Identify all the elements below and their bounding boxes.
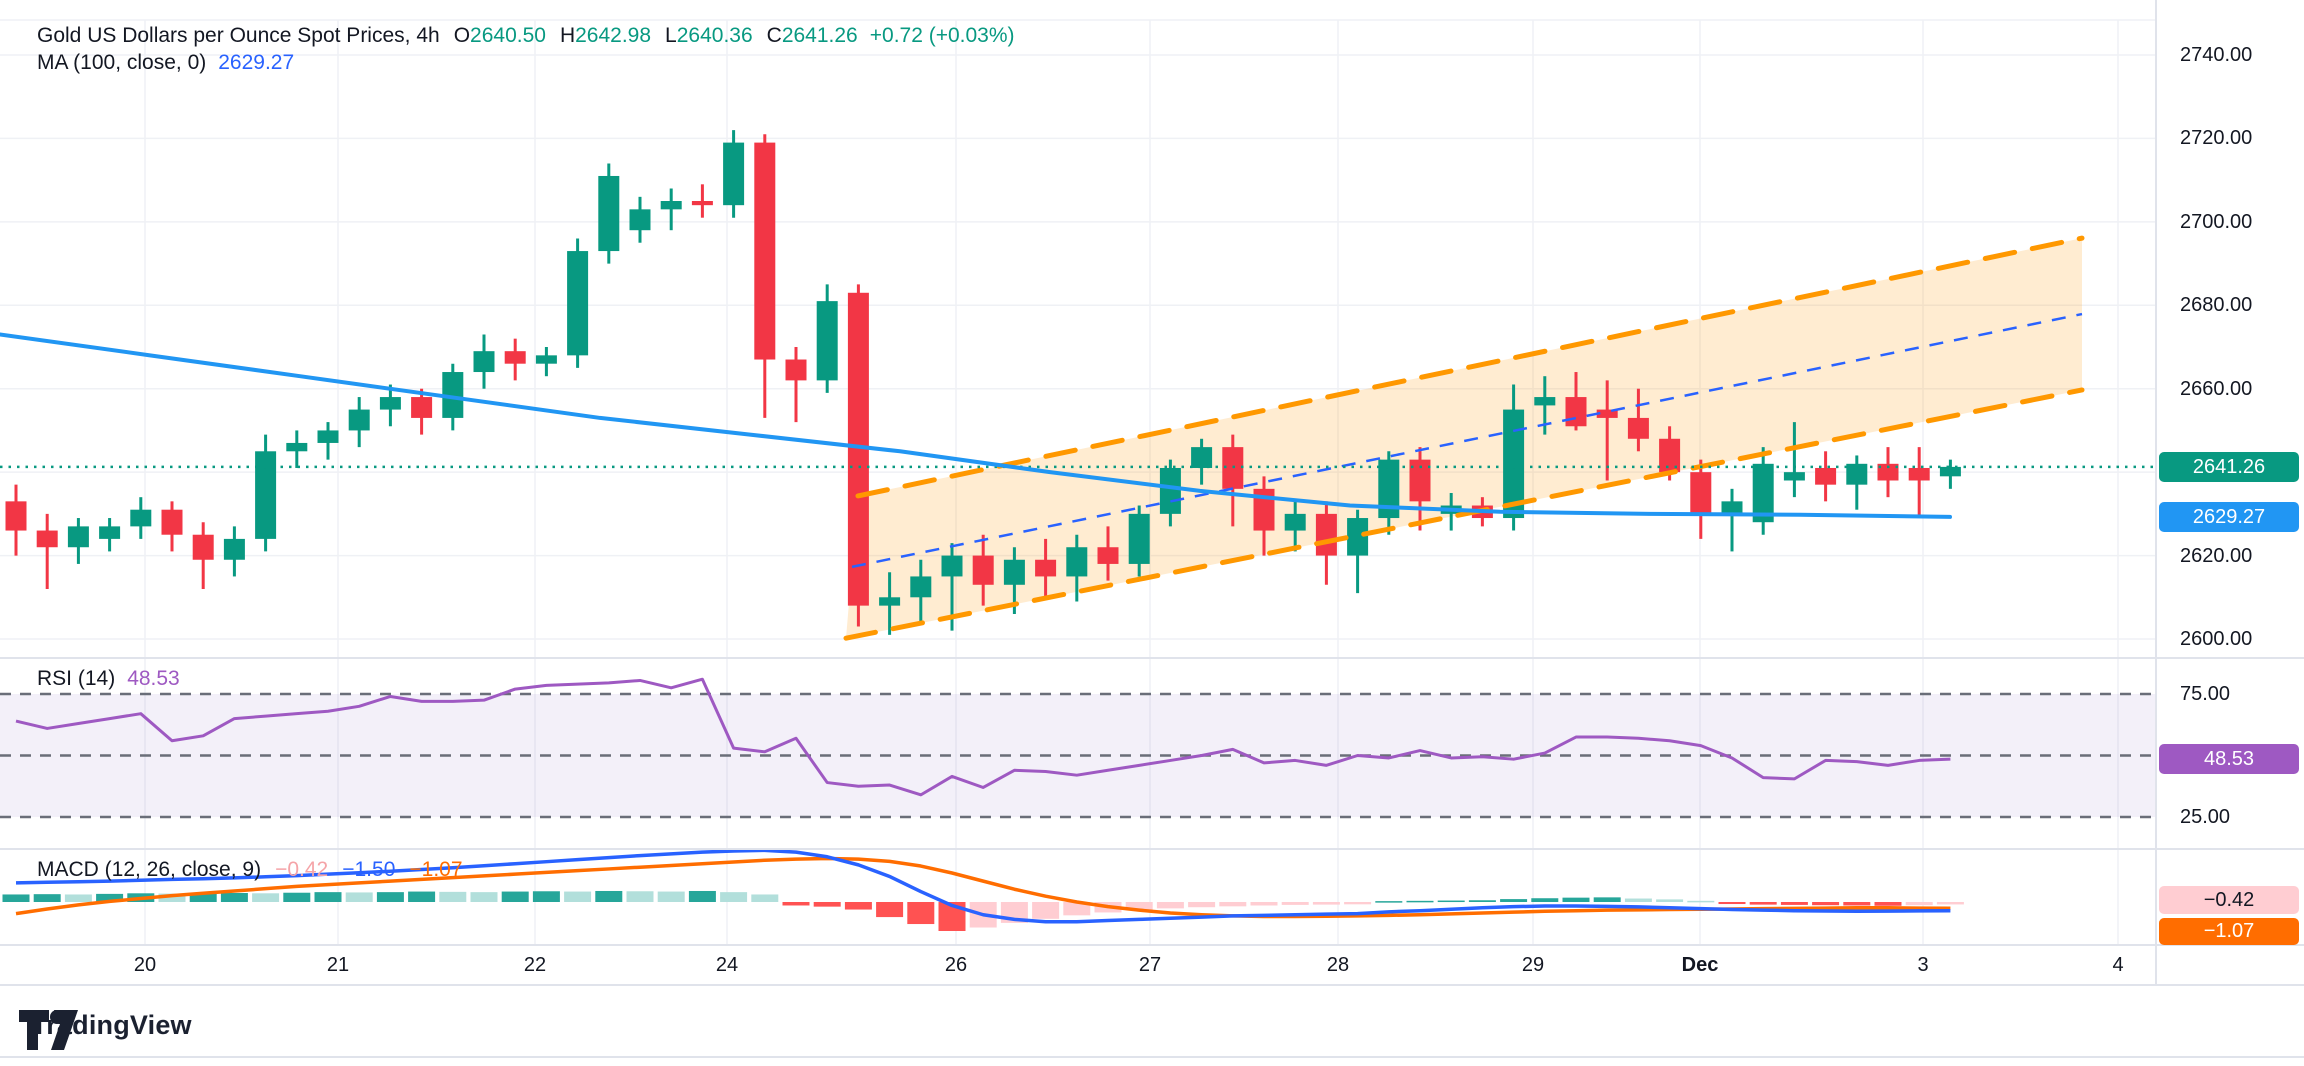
price-tick-label: 2660.00 bbox=[2180, 377, 2253, 400]
time-tick-label: 3 bbox=[1917, 954, 1929, 976]
macd-signal-line[interactable] bbox=[15, 856, 1951, 919]
ma100-line[interactable] bbox=[0, 332, 1952, 519]
rsi-line[interactable] bbox=[15, 677, 1951, 797]
time-scale[interactable]: 20 21 22 24 26 27 28 29 Dec 3 4 bbox=[0, 945, 2304, 985]
chart-bottom-border bbox=[0, 984, 2304, 986]
macd-hist-badge: −0.42 bbox=[2159, 886, 2299, 914]
price-tick-label: 2740.00 bbox=[2180, 44, 2253, 66]
ascending-channel-lines[interactable] bbox=[843, 235, 2085, 641]
rsi-value-badge: 48.53 bbox=[2159, 744, 2299, 774]
pane-separator-rsi[interactable] bbox=[0, 657, 2304, 659]
chart-canvas[interactable] bbox=[0, 0, 2304, 985]
tradingview-logo[interactable]: TradingView bbox=[19, 1010, 192, 1050]
price-scale-border bbox=[2155, 0, 2157, 985]
time-tick-label: 4 bbox=[2112, 954, 2124, 976]
macd-signal-value: −1.07 bbox=[409, 858, 463, 881]
price-tick-label: 2620.00 bbox=[2180, 544, 2253, 567]
ohlc-high: H2642.98 bbox=[559, 24, 652, 47]
macd-signal-badge: −1.07 bbox=[2159, 918, 2299, 945]
time-tick-label: 20 bbox=[133, 954, 157, 976]
price-scale[interactable]: 2641.26 2629.27 48.53 −0.42 −1.07 2740.0… bbox=[2155, 0, 2304, 985]
main-legend[interactable]: Gold US Dollars per Ounce Spot Prices, 4… bbox=[37, 24, 1015, 48]
macd-hist-value: −0.42 bbox=[275, 858, 329, 881]
time-tick-label: 22 bbox=[523, 954, 547, 976]
time-tick-label: 26 bbox=[944, 954, 968, 976]
time-axis-border bbox=[0, 944, 2304, 946]
price-tick-label: 2720.00 bbox=[2180, 127, 2253, 150]
tradingview-mark-icon bbox=[19, 1010, 78, 1050]
macd-line-value: −1.50 bbox=[342, 858, 396, 881]
macd-label: MACD (12, 26, close, 9) bbox=[37, 858, 262, 881]
rsi-legend[interactable]: RSI (14) 48.53 bbox=[37, 667, 180, 691]
ohlc-low: L2640.36 bbox=[665, 24, 753, 47]
price-tick-label: 2680.00 bbox=[2180, 294, 2253, 317]
ma-label: MA (100, close, 0) bbox=[37, 51, 207, 74]
symbol-title: Gold US Dollars per Ounce Spot Prices, 4… bbox=[37, 24, 440, 47]
last-price-badge: 2641.26 bbox=[2159, 452, 2299, 482]
macd-histogram bbox=[2, 890, 1964, 931]
ma-legend[interactable]: MA (100, close, 0) 2629.27 bbox=[37, 51, 294, 75]
price-tick-label: 2700.00 bbox=[2180, 210, 2253, 233]
macd-legend[interactable]: MACD (12, 26, close, 9) −0.42 −1.50 −1.0… bbox=[37, 858, 463, 882]
candles-layer bbox=[5, 130, 1961, 635]
rsi-tick-label: 75.00 bbox=[2180, 683, 2231, 705]
time-tick-label: Dec bbox=[1681, 954, 1719, 976]
ohlc-close: C2641.26 bbox=[766, 24, 858, 47]
rsi-label: RSI (14) bbox=[37, 667, 116, 690]
time-tick-label: 28 bbox=[1326, 954, 1350, 976]
ascending-channel-fill[interactable] bbox=[846, 238, 2082, 639]
price-tick-label: 2600.00 bbox=[2180, 628, 2253, 650]
pane-separator-macd[interactable] bbox=[0, 848, 2304, 850]
time-tick-label: 27 bbox=[1138, 954, 1162, 976]
rsi-value: 48.53 bbox=[127, 667, 180, 690]
time-tick-label: 24 bbox=[715, 954, 739, 976]
ma-price-badge: 2629.27 bbox=[2159, 502, 2299, 532]
price-change: +0.72 (+0.03%) bbox=[869, 24, 1015, 47]
ohlc-open: O2640.50 bbox=[453, 24, 546, 47]
time-tick-label: 21 bbox=[326, 954, 350, 976]
rsi-pane bbox=[0, 692, 2155, 819]
ma-value: 2629.27 bbox=[218, 51, 295, 74]
footer-border bbox=[0, 1056, 2304, 1058]
macd-line[interactable] bbox=[15, 848, 1951, 924]
time-tick-label: 29 bbox=[1521, 954, 1545, 976]
rsi-tick-label: 25.00 bbox=[2180, 806, 2231, 828]
